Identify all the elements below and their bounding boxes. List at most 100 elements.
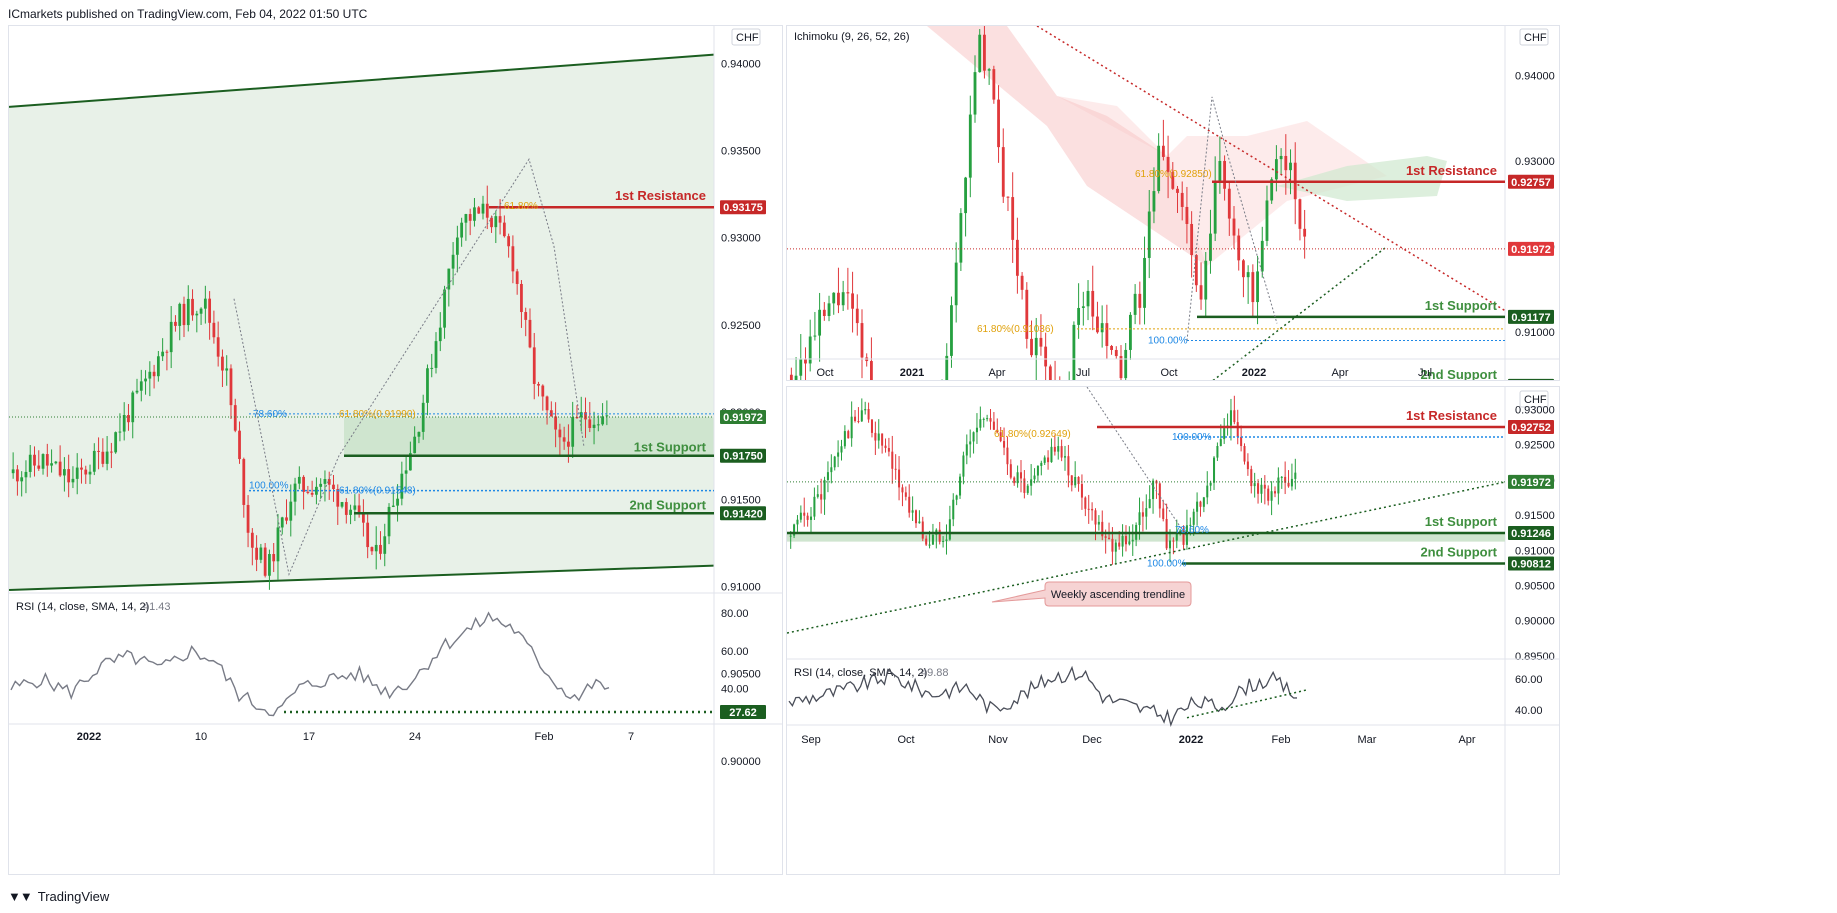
fib-label: 100.00% (1148, 336, 1188, 347)
ichimoku-cloud (927, 26, 1207, 266)
candle-body (502, 222, 506, 237)
candle-body (1053, 446, 1056, 452)
candle-body (1172, 540, 1175, 542)
candle-body (426, 368, 429, 403)
candle-body (1253, 483, 1256, 487)
support-tag (720, 506, 766, 521)
candle-body (1100, 323, 1104, 333)
candle-body (490, 217, 493, 228)
rsi-line (788, 665, 1298, 728)
candle-body (263, 547, 267, 576)
left-chart-svg[interactable]: CHF0.960000.955000.950000.945000.940000.… (8, 26, 782, 874)
right-bottom-chart-svg[interactable]: CHF0.930000.925000.920000.915000.910000.… (786, 386, 1559, 874)
candle-body (122, 414, 126, 432)
candle-body (135, 390, 139, 393)
candle-body (1284, 155, 1288, 171)
fib-label: 100.00% (1147, 559, 1187, 570)
candle-body (799, 359, 803, 376)
candle-body (822, 309, 826, 317)
candle-body (850, 416, 853, 439)
candle-body (840, 446, 843, 453)
candle-body (67, 469, 71, 483)
right-bottom-chart-panel[interactable]: CHF0.930000.925000.920000.915000.910000.… (786, 386, 1560, 875)
candle-body (242, 459, 246, 505)
candle-body (1003, 441, 1006, 448)
candle-body (1091, 508, 1094, 511)
candle-body (1216, 445, 1219, 458)
right-top-chart-panel[interactable]: Ichimoku (9, 26, 52, 26) CHF 0.94000 0.9300… (786, 11, 1560, 621)
candle-body (1033, 475, 1036, 480)
candle-body (1175, 533, 1178, 541)
candle-body (843, 431, 846, 447)
candle-body (481, 203, 485, 214)
candle-body (1091, 290, 1095, 317)
candle-body (216, 337, 220, 357)
candle-body (71, 478, 75, 483)
candle-body (833, 456, 836, 468)
channel-fill (9, 54, 714, 591)
time-axis-tick: Feb (535, 731, 554, 743)
candle-body (596, 424, 600, 426)
candle-body (837, 292, 840, 306)
candle-body (387, 506, 391, 537)
candle-body (169, 321, 173, 353)
fib-label: 61.80%(0.92649) (994, 429, 1071, 440)
current-price-tag (720, 410, 766, 424)
candle-body (938, 529, 941, 542)
rsi-value: 41.43 (143, 601, 171, 613)
candle-body (344, 502, 348, 515)
candle-body (1209, 233, 1212, 261)
candle-body (1219, 439, 1222, 446)
candle-body (584, 412, 587, 420)
candle-body (152, 371, 156, 377)
candle-body (558, 429, 562, 438)
candle-body (144, 378, 147, 382)
candle-body (1251, 272, 1255, 303)
candle-body (973, 72, 977, 115)
candle-body (340, 502, 344, 507)
candle-body (1044, 346, 1048, 367)
candle-body (84, 469, 88, 475)
candle-body (268, 554, 271, 576)
candle-body (28, 454, 32, 472)
resistance-label: 1st Resistance (615, 188, 706, 203)
candle-body (1232, 218, 1236, 236)
candle-body (297, 476, 301, 484)
support-tag-text: 0.90812 (1511, 559, 1551, 571)
candle-body (789, 374, 793, 391)
candle-body (1110, 345, 1113, 350)
candle-body (1267, 488, 1270, 501)
candle-body (1145, 508, 1148, 517)
candle-body (1019, 472, 1023, 479)
support-zone (787, 532, 1505, 542)
candle-body (212, 322, 216, 338)
candle-body (336, 489, 340, 507)
candle-body (58, 461, 62, 476)
candle-body (579, 412, 583, 418)
candle-body (1223, 160, 1227, 189)
footer-brand[interactable]: ▼▼ TradingView (8, 889, 109, 904)
candle-body (306, 491, 310, 493)
candle-body (1074, 477, 1077, 486)
candle-body (1280, 476, 1283, 478)
price-axis-tick: 0.92500 (721, 320, 761, 332)
candle-body (417, 431, 421, 437)
candle-body (545, 396, 549, 411)
candle-body (541, 385, 545, 397)
candle-body (1289, 162, 1292, 171)
candle-body (1011, 197, 1015, 240)
candle-body (860, 323, 864, 358)
candle-body (1246, 461, 1249, 470)
time-axis-tick: Feb (1272, 734, 1291, 746)
time-axis-tick: Apr (988, 367, 1005, 379)
candle-body (1196, 501, 1199, 512)
support-zone (344, 417, 714, 456)
candle-body (911, 510, 914, 513)
left-chart-panel[interactable]: CHF0.960000.955000.950000.945000.940000.… (8, 25, 783, 875)
right-top-chart-svg[interactable]: Ichimoku (9, 26, 52, 26) CHF 0.94000 0.9300… (787, 11, 1559, 621)
candle-body (1006, 196, 1010, 198)
candle-body (914, 510, 918, 524)
candle-body (860, 410, 863, 422)
candle-body (1298, 199, 1302, 229)
candle-body (1294, 472, 1297, 479)
